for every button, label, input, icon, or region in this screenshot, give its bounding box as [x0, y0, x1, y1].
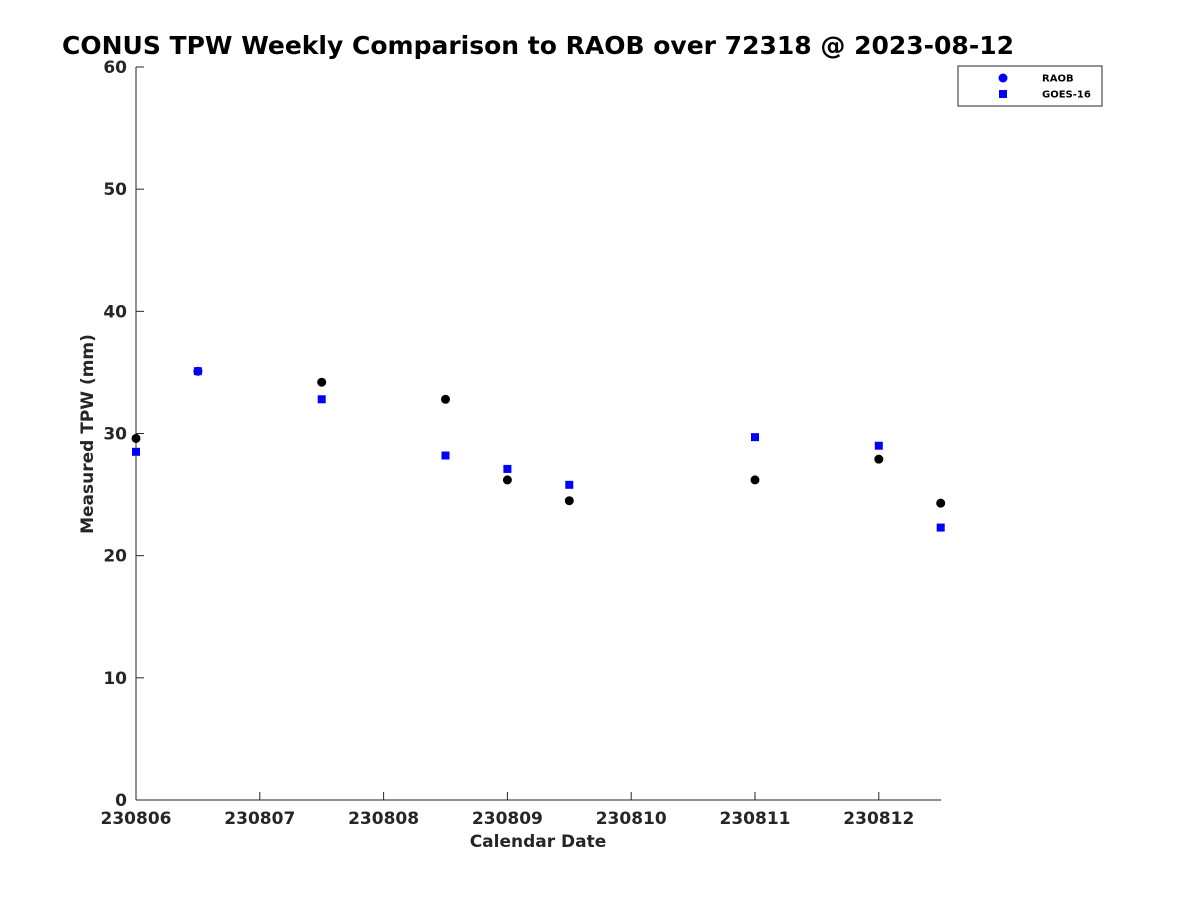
x-tick-label: 230811: [720, 809, 791, 829]
point-goes-16: [565, 480, 574, 489]
point-raob: [317, 377, 327, 387]
data-points: [131, 366, 946, 532]
legend-marker-goes-16: [999, 90, 1007, 98]
x-tick-label: 230809: [472, 809, 543, 829]
y-tick-label: 10: [103, 669, 127, 689]
point-raob: [502, 475, 512, 485]
point-raob: [131, 433, 141, 443]
point-raob: [750, 475, 760, 485]
legend-box: [957, 65, 1103, 107]
point-goes-16: [441, 451, 450, 460]
x-tick-label: 230807: [224, 809, 295, 829]
legend: RAOB GOES-16: [957, 65, 1103, 107]
x-tick-label: 230808: [348, 809, 419, 829]
point-goes-16: [193, 367, 202, 376]
y-tick-label: 0: [115, 791, 127, 811]
y-tick-label: 30: [103, 425, 127, 445]
x-axis-label: Calendar Date: [470, 832, 607, 852]
point-raob: [936, 498, 946, 508]
point-goes-16: [503, 464, 512, 473]
axes: 0 10 20 30 40 50 60 230806 230807 230808 230809 230…: [101, 58, 941, 829]
point-goes-16: [751, 433, 759, 442]
y-tick-label: 60: [103, 58, 127, 78]
y-tick-label: 40: [103, 302, 127, 322]
point-goes-16: [132, 447, 140, 456]
point-raob: [441, 394, 450, 404]
point-goes-16: [317, 395, 326, 404]
legend-marker-raob: [998, 73, 1008, 83]
y-tick-label: 50: [103, 180, 127, 200]
chart-title: CONUS TPW Weekly Comparison to RAOB over…: [62, 31, 1014, 60]
x-tick-label: 230812: [843, 809, 914, 829]
x-tick-label: 230810: [596, 809, 667, 829]
y-axis-label: Measured TPW (mm): [78, 334, 98, 534]
point-raob: [564, 496, 574, 506]
x-tick-label: 230806: [101, 809, 172, 829]
point-goes-16: [936, 523, 945, 532]
y-tick-label: 20: [103, 547, 127, 567]
legend-label: GOES-16: [1042, 90, 1091, 101]
point-raob: [874, 454, 884, 464]
point-goes-16: [874, 441, 883, 450]
legend-label: RAOB: [1042, 74, 1074, 85]
